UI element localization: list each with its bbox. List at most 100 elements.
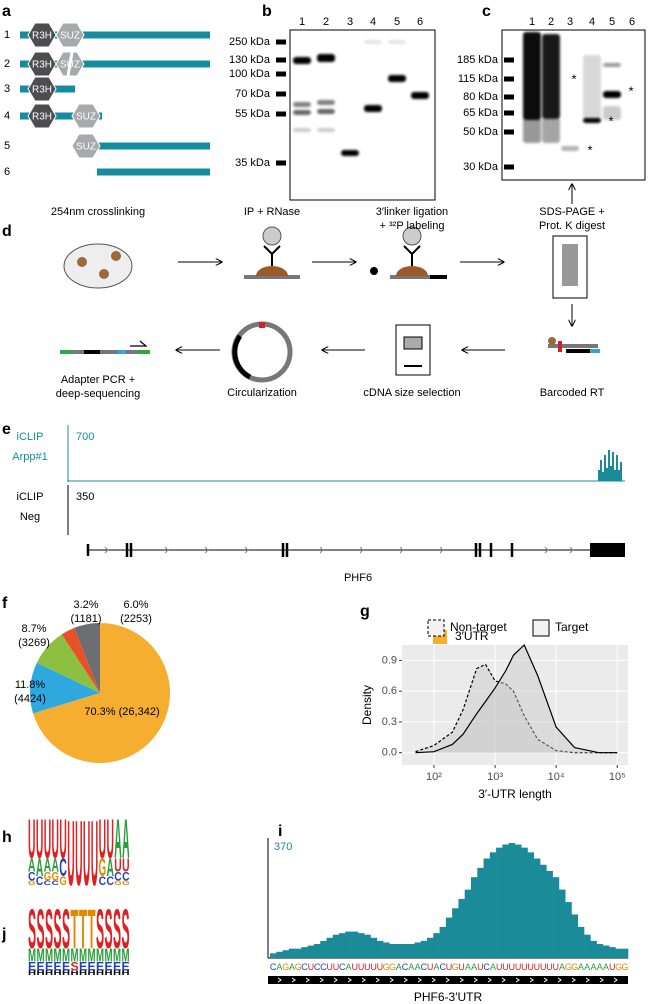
logo-letter: S — [122, 897, 130, 960]
logo-letter: U — [106, 807, 113, 870]
bar — [470, 877, 478, 958]
bar — [445, 917, 453, 958]
logo-letter: A — [52, 855, 59, 876]
bar — [596, 944, 604, 958]
logo-letter: C — [52, 880, 60, 887]
band — [293, 110, 311, 115]
row-number: 2 — [4, 58, 10, 70]
domain-label: SUZ — [60, 60, 80, 71]
row-number: 4 — [4, 110, 10, 122]
logo-letter: C — [114, 870, 121, 884]
logo-letter: H — [113, 970, 122, 977]
logo-letter: E — [105, 960, 113, 974]
bar — [514, 844, 522, 958]
scale-label: 370 — [274, 841, 292, 853]
x-tick-label: 10² — [426, 771, 442, 783]
logo-letter: E — [79, 960, 87, 974]
logo-letter: U — [122, 855, 129, 876]
marker-label: 65 kDa — [463, 107, 499, 119]
legend-key — [427, 619, 445, 637]
lane-label: 3 — [347, 16, 353, 28]
bar — [376, 940, 384, 958]
logo-letter: M — [113, 945, 121, 966]
logo-letter: T — [71, 897, 79, 960]
marker-dash — [504, 164, 514, 170]
logo-letter: S — [71, 960, 79, 974]
asterisk: * — [628, 83, 633, 98]
marker-dash — [276, 111, 286, 117]
marker-label: 30 kDa — [463, 161, 499, 173]
marker-label: 35 kDa — [235, 157, 271, 169]
strand-chevron — [515, 977, 520, 983]
bar — [452, 908, 459, 958]
band — [293, 102, 311, 107]
y-tick-label: 0.3 — [382, 716, 397, 728]
domain — [27, 76, 57, 102]
strand-chevron — [585, 977, 590, 983]
domain — [71, 103, 101, 129]
marker-dash — [276, 57, 286, 63]
domain-label: SUZ — [76, 112, 96, 123]
step-label: + ³²P labeling — [380, 220, 445, 232]
lane-label: 4 — [370, 16, 376, 28]
row-number: 3 — [4, 83, 10, 95]
bar — [270, 953, 277, 958]
asterisk: * — [608, 113, 613, 128]
bar — [483, 858, 491, 958]
marker-label: 100 kDa — [229, 68, 271, 80]
domain-break — [66, 51, 74, 77]
logo-letter: T — [88, 897, 96, 960]
logo-letter: M — [71, 945, 79, 966]
gene-model — [67, 425, 625, 557]
logo-letter: G — [44, 870, 51, 884]
blot-frame — [289, 29, 436, 201]
step-label: IP + RNase — [244, 206, 300, 218]
logo-letter: S — [105, 897, 113, 960]
logo-letter: C — [44, 880, 52, 887]
lane-label: 2 — [323, 16, 329, 28]
y-tick-label: 0.6 — [382, 685, 397, 697]
band — [603, 106, 621, 120]
band — [523, 118, 541, 143]
band — [388, 40, 406, 44]
bar — [282, 950, 290, 958]
marker-dash — [504, 76, 514, 82]
logo-letter: E — [45, 960, 53, 974]
strand-chevron — [529, 977, 534, 983]
logo-letter: S — [113, 897, 121, 960]
logo-letter: C — [99, 874, 106, 888]
bar — [609, 947, 616, 958]
pie-slice — [61, 627, 100, 693]
band — [364, 40, 382, 44]
strand-chevron — [613, 977, 618, 983]
logo-letter: U — [52, 807, 59, 870]
strand-chevron — [347, 977, 352, 983]
strand-chevron — [445, 977, 450, 983]
pie-slice — [36, 634, 100, 693]
logo-letter: A — [122, 807, 129, 870]
bar — [401, 944, 409, 958]
logo-letter: H — [96, 970, 105, 977]
panel-label: g — [360, 603, 370, 620]
logo-letter: M — [28, 945, 36, 966]
strand-chevron — [375, 977, 380, 983]
track-name: Neg — [20, 511, 40, 523]
logo-letter: C — [106, 874, 113, 888]
x-tick-label: 10⁵ — [609, 771, 626, 783]
logo-letter: H — [88, 970, 97, 977]
logo-letter: C — [122, 870, 129, 884]
x-axis-label: PHF6-3′UTR — [414, 990, 483, 1004]
bar — [389, 944, 396, 958]
domain-label: SUZ — [76, 142, 96, 153]
panel-label: j — [1, 926, 6, 943]
pie-slice — [33, 623, 171, 763]
panel-label: e — [2, 421, 11, 438]
band — [364, 105, 382, 112]
logo-letter: A — [36, 855, 43, 882]
domain — [55, 22, 85, 48]
bar — [339, 933, 346, 958]
band — [603, 91, 621, 98]
track-name: Arpp#1 — [12, 451, 47, 463]
logo-letter: G — [122, 880, 130, 887]
bar — [320, 940, 327, 958]
